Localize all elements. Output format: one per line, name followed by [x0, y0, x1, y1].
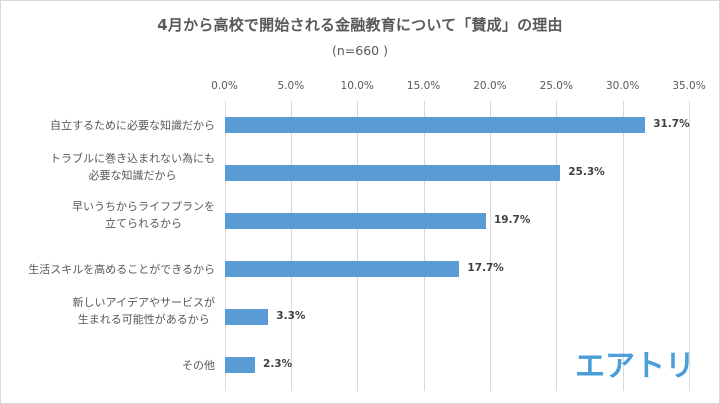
- category-label: 新しいアイデアやサービスが 生まれる可能性があるから: [73, 294, 215, 328]
- category-label: 自立するために必要な知識だから: [50, 117, 215, 134]
- value-label: 3.3%: [276, 310, 306, 322]
- category-label-line: 自立するために必要な知識だから: [50, 118, 215, 132]
- category-label-line: 新しいアイデアやサービスが: [72, 296, 215, 309]
- chart-subtitle: (n=660 ): [332, 43, 388, 58]
- bar: [224, 261, 460, 277]
- gridline: [623, 101, 624, 391]
- value-label: 2.3%: [263, 358, 293, 370]
- category-label: 早いうちからライフプランを 立てられるから: [72, 198, 215, 232]
- bar: [224, 165, 561, 181]
- bar: [224, 309, 269, 325]
- value-label: 19.7%: [493, 214, 531, 226]
- x-tick-label: 20.0%: [473, 80, 507, 92]
- bar: [224, 357, 256, 373]
- category-label-line: その他: [182, 358, 215, 372]
- value-label: 25.3%: [568, 166, 605, 178]
- gridline: [490, 101, 491, 391]
- category-label: トラブルに巻き込まれない為にも 必要な知識だから: [50, 150, 215, 184]
- category-label: その他: [182, 357, 215, 374]
- bar: [224, 213, 486, 229]
- x-tick-label: 30.0%: [605, 80, 640, 92]
- gridline: [291, 101, 292, 391]
- x-tick-label: 10.0%: [340, 80, 374, 92]
- value-label: 17.7%: [467, 262, 504, 274]
- airtrip-logo: エアトリ: [575, 349, 695, 382]
- bar: [224, 117, 646, 133]
- gridline: [225, 101, 226, 391]
- value-label: 31.7%: [653, 118, 690, 130]
- x-tick-label: 25.0%: [539, 80, 573, 92]
- x-tick-label: 0.0%: [211, 80, 238, 92]
- gridline: [357, 101, 358, 391]
- logo-text: エアトリ: [575, 349, 695, 382]
- category-label: 生活スキルを高めることができるから: [28, 261, 215, 278]
- category-label-line: 生活スキルを高めることができるから: [28, 262, 215, 276]
- x-tick-label: 15.0%: [406, 80, 441, 92]
- category-label-line: 生まれる可能性があるから: [77, 313, 210, 326]
- x-tick-label: 35.0%: [672, 80, 706, 92]
- category-label-line: 立てられるから: [105, 217, 182, 230]
- category-label-line: トラブルに巻き込まれない為にも: [50, 152, 215, 165]
- gridline: [424, 101, 425, 391]
- category-label-line: 早いうちからライフプランを: [72, 200, 215, 213]
- gridline: [556, 101, 557, 391]
- x-tick-label: 5.0%: [277, 80, 305, 92]
- category-label-line: 必要な知識だから: [88, 169, 177, 182]
- gridline: [689, 101, 690, 391]
- chart-title: 4月から高校で開始される金融教育について「賛成」の理由: [157, 16, 563, 34]
